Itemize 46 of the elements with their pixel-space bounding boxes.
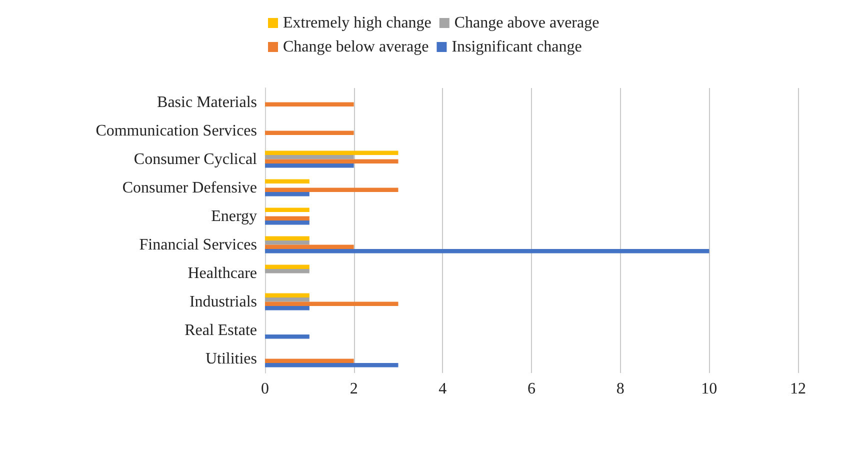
legend-label: Extremely high change [283, 14, 432, 32]
bar [265, 216, 310, 221]
legend-label: Change below average [283, 38, 429, 56]
y-tick-label: Utilities [205, 350, 257, 368]
bar [265, 334, 310, 339]
x-tick-label: 10 [701, 380, 718, 398]
y-tick-label: Industrials [189, 293, 257, 310]
y-tick-label: Healthcare [188, 264, 257, 282]
bar [265, 293, 310, 298]
y-tick-label: Energy [211, 208, 257, 225]
bar [265, 130, 354, 136]
legend-label: Change above average [454, 14, 600, 32]
y-tick-label: Consumer Defensive [122, 179, 257, 196]
bar [265, 164, 354, 168]
bar [265, 150, 398, 155]
bar [265, 220, 310, 225]
legend-label: Insignificant change [452, 38, 582, 56]
y-tick-label: Communication Services [96, 122, 257, 140]
bar [265, 154, 354, 160]
bar [265, 192, 310, 196]
y-tick-label: Basic Materials [157, 94, 257, 111]
bar [265, 240, 310, 245]
bar [265, 358, 354, 364]
y-tick-label: Consumer Cyclical [134, 150, 258, 168]
bar [265, 188, 398, 192]
bar [265, 208, 310, 212]
bar [265, 264, 310, 269]
bar [265, 306, 310, 310]
bar [265, 179, 310, 184]
x-tick-label: 2 [350, 380, 358, 398]
bar [265, 236, 310, 240]
bar [265, 102, 354, 107]
bar [265, 268, 310, 274]
bar [265, 297, 310, 302]
bar [265, 244, 354, 250]
x-tick-label: 8 [616, 380, 624, 398]
x-tick-label: 12 [790, 380, 806, 398]
bar [265, 363, 398, 368]
x-tick-label: 4 [438, 380, 447, 398]
y-tick-label: Financial Services [139, 236, 257, 254]
y-tick-label: Real Estate [184, 322, 257, 339]
bar [265, 159, 398, 164]
bar [265, 249, 710, 254]
bar [265, 302, 398, 306]
x-tick-label: 0 [261, 380, 269, 398]
x-tick-label: 6 [528, 380, 536, 398]
